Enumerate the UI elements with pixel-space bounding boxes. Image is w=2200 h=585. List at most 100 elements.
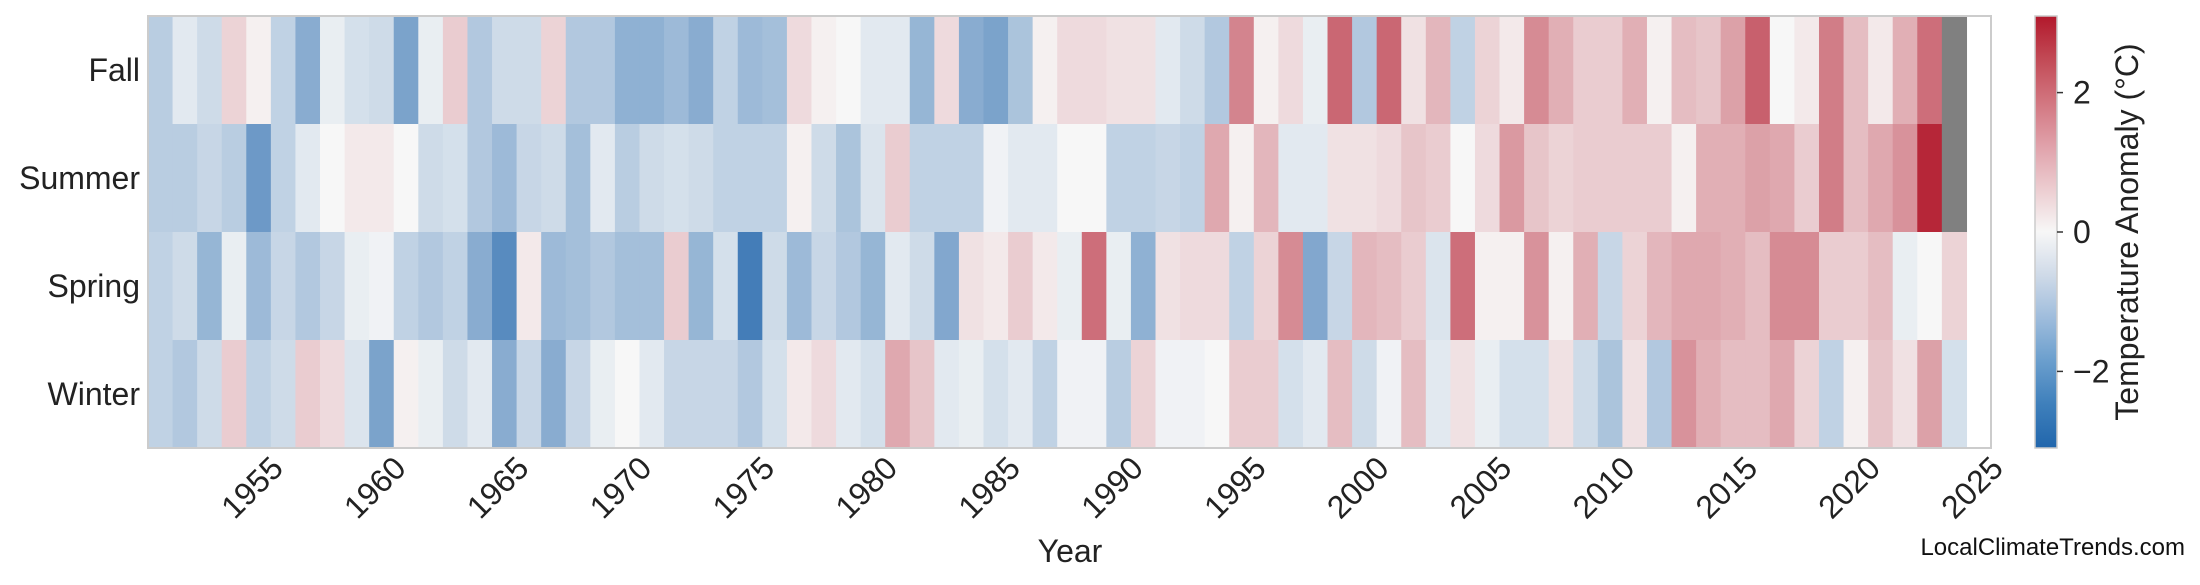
heatmap-cell-winter-2006	[1499, 340, 1525, 449]
heatmap-cell-fall-2000	[1352, 16, 1378, 125]
heatmap-cell-spring-1994	[1204, 232, 1230, 341]
heatmap-cell-summer-1960	[369, 124, 395, 233]
heatmap-cell-winter-2016	[1745, 340, 1771, 449]
heatmap-cell-summer-1969	[590, 124, 616, 233]
heatmap-cell-summer-1994	[1204, 124, 1230, 233]
heatmap-cell-winter-1960	[369, 340, 395, 449]
heatmap-cell-fall-2019	[1818, 16, 1845, 125]
heatmap-cell-summer-1998	[1302, 124, 1329, 233]
x-tick-1980: 1980	[828, 449, 904, 525]
heatmap-cell-fall-1954	[221, 16, 247, 125]
heatmap-cell-spring-2003	[1425, 232, 1451, 341]
heatmap-cell-summer-1995	[1229, 124, 1255, 233]
heatmap-cell-spring-1959	[344, 232, 370, 341]
heatmap-cell-spring-1987	[1032, 232, 1058, 341]
x-tick-2015: 2015	[1688, 449, 1764, 525]
heatmap-cell-spring-1988	[1057, 232, 1083, 341]
heatmap-cell-summer-1954	[221, 124, 247, 233]
heatmap-cell-fall-1959	[344, 16, 370, 125]
heatmap-cell-fall-1987	[1032, 16, 1058, 125]
heatmap-cell-summer-1959	[344, 124, 370, 233]
heatmap-cell-spring-1991	[1130, 232, 1157, 341]
heatmap-cell-spring-1965	[492, 232, 518, 341]
heatmap-cell-fall-2004	[1450, 16, 1476, 125]
heatmap-cell-winter-1979	[836, 340, 862, 449]
heatmap-cell-summer-1990	[1106, 124, 1132, 233]
plot-frame	[147, 15, 1992, 449]
heatmap-cell-spring-1956	[270, 232, 297, 341]
heatmap-cell-summer-1976	[762, 124, 788, 233]
heatmap-cell-winter-2024	[1941, 340, 1968, 449]
heatmap-cell-winter-1998	[1302, 340, 1329, 449]
heatmap-cell-summer-2010	[1597, 124, 1623, 233]
heatmap-cell-winter-1969	[590, 340, 616, 449]
heatmap-cell-spring-1974	[713, 232, 739, 341]
heatmap-cell-winter-1971	[639, 340, 665, 449]
heatmap-cell-winter-1982	[909, 340, 935, 449]
heatmap-cell-spring-1989	[1081, 232, 1107, 341]
heatmap-cell-fall-2018	[1794, 16, 1820, 125]
heatmap-cell-spring-2018	[1794, 232, 1820, 341]
heatmap-cell-fall-2010	[1597, 16, 1623, 125]
x-tick-1995: 1995	[1197, 449, 1273, 525]
heatmap-cell-fall-1968	[565, 16, 591, 125]
heatmap-cell-spring-2020	[1843, 232, 1869, 341]
heatmap-cell-fall-1999	[1327, 16, 1353, 125]
heatmap-cell-winter-1985	[983, 340, 1009, 449]
heatmap-cell-winter-1990	[1106, 340, 1132, 449]
heatmap-cell-summer-1983	[934, 124, 960, 233]
heatmap-cell-fall-1973	[688, 16, 714, 125]
heatmap-cell-winter-2000	[1352, 340, 1378, 449]
heatmap-cell-spring-2008	[1548, 232, 1574, 341]
heatmap-cell-winter-1991	[1130, 340, 1157, 449]
heatmap-cell-winter-1973	[688, 340, 714, 449]
heatmap-cell-fall-2003	[1425, 16, 1451, 125]
heatmap-cell-fall-1975	[737, 16, 763, 125]
heatmap-cell-spring-2024	[1941, 232, 1968, 341]
heatmap-cell-summer-1999	[1327, 124, 1353, 233]
heatmap-cell-fall-1995	[1229, 16, 1255, 125]
heatmap-cell-summer-2001	[1376, 124, 1402, 233]
heatmap-cell-fall-1963	[442, 16, 469, 125]
heatmap-cell-winter-1999	[1327, 340, 1353, 449]
heatmap-cell-spring-1962	[418, 232, 444, 341]
heatmap-cell-fall-2008	[1548, 16, 1574, 125]
heatmap-cell-fall-1989	[1081, 16, 1107, 125]
heatmap-cell-fall-2014	[1696, 16, 1722, 125]
heatmap-cell-winter-1970	[614, 340, 641, 449]
heatmap-cell-fall-1985	[983, 16, 1009, 125]
heatmap-cell-winter-1953	[197, 340, 223, 449]
x-tick-2025: 2025	[1934, 449, 2010, 525]
heatmap-cell-spring-1955	[246, 232, 272, 341]
heatmap-cell-fall-2021	[1868, 16, 1894, 125]
heatmap-cell-winter-2023	[1917, 340, 1943, 449]
heatmap-cell-winter-1976	[762, 340, 788, 449]
heatmap-cell-winter-1980	[860, 340, 886, 449]
heatmap-cell-spring-1953	[197, 232, 223, 341]
heatmap-cell-spring-1972	[664, 232, 690, 341]
heatmap-cell-spring-1973	[688, 232, 714, 341]
heatmap-cell-spring-2001	[1376, 232, 1402, 341]
heatmap-cell-spring-1981	[885, 232, 911, 341]
heatmap-cell-spring-1983	[934, 232, 960, 341]
heatmap-cell-spring-2016	[1745, 232, 1771, 341]
heatmap-cell-fall-1971	[639, 16, 665, 125]
x-tick-2000: 2000	[1320, 449, 1396, 525]
heatmap-cell-fall-2020	[1843, 16, 1869, 125]
heatmap-cell-spring-1975	[737, 232, 763, 341]
heatmap-cell-summer-2003	[1425, 124, 1451, 233]
row-label-spring: Spring	[48, 268, 141, 304]
heatmap-cell-summer-2012	[1646, 124, 1673, 233]
heatmap-cell-spring-2013	[1671, 232, 1697, 341]
heatmap-cell-winter-1992	[1155, 340, 1181, 449]
heatmap-cell-spring-2010	[1597, 232, 1623, 341]
heatmap-cell-summer-1978	[811, 124, 837, 233]
heatmap-cell-winter-1954	[221, 340, 247, 449]
heatmap-cell-spring-1979	[836, 232, 862, 341]
heatmap-cell-winter-1957	[295, 340, 321, 449]
heatmap-cell-winter-2002	[1401, 340, 1427, 449]
heatmap-cell-summer-1993	[1180, 124, 1206, 233]
x-axis-label: Year	[1038, 533, 1103, 569]
heatmap-cell-spring-1982	[909, 232, 935, 341]
